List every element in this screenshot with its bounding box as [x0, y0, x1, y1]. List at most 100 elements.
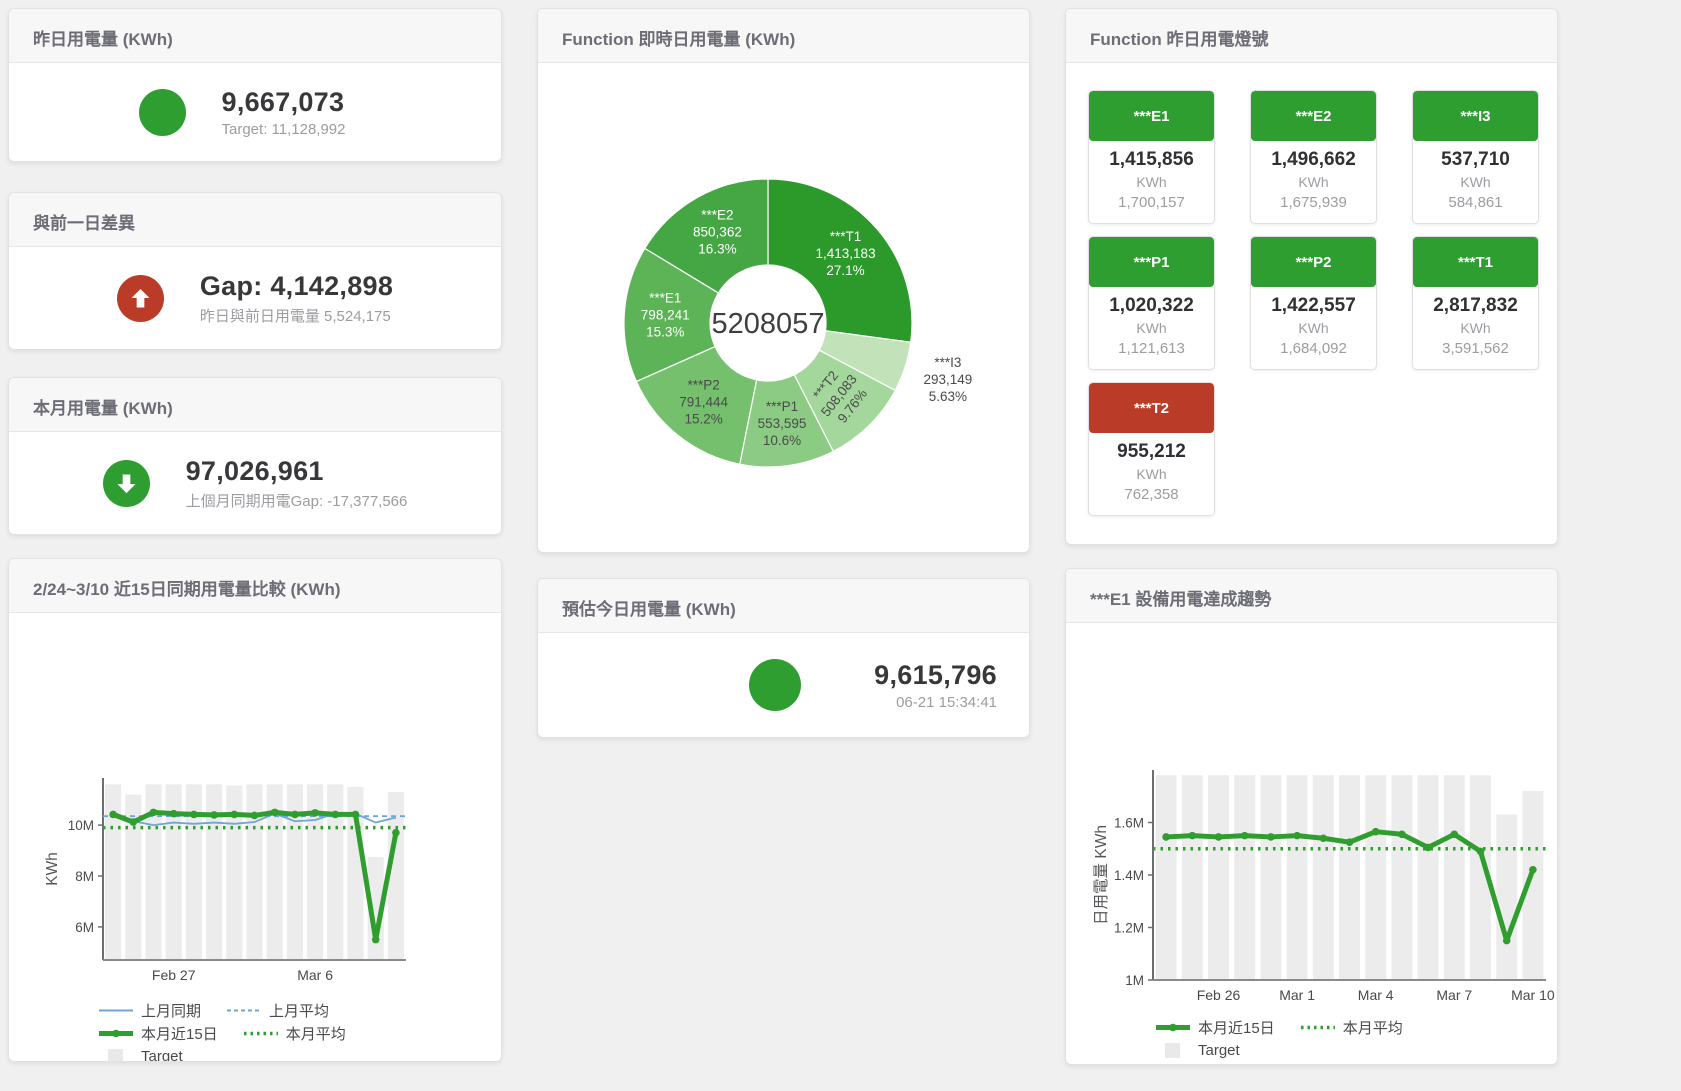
- donut-center-value: 5208057: [712, 308, 825, 340]
- data-point[interactable]: [1188, 831, 1197, 840]
- data-point[interactable]: [109, 810, 117, 819]
- down-arrow-icon: [102, 459, 150, 507]
- data-point[interactable]: [270, 808, 279, 817]
- donut-slice[interactable]: [635, 345, 758, 465]
- data-point[interactable]: [250, 811, 259, 820]
- target-bar: [1496, 814, 1518, 980]
- data-point[interactable]: [1319, 834, 1328, 843]
- tile-target: 1,684,092: [1280, 340, 1347, 357]
- data-point[interactable]: [149, 808, 158, 817]
- kpi-value: Gap: 4,142,898: [199, 270, 394, 301]
- data-point[interactable]: [129, 818, 138, 826]
- tile-target: 3,591,562: [1442, 340, 1509, 357]
- x-tick-label: Mar 1: [1279, 987, 1315, 1003]
- data-point[interactable]: [392, 828, 400, 837]
- data-point[interactable]: [1502, 936, 1511, 945]
- legend-label: 上月平均: [269, 1003, 330, 1020]
- x-tick-label: Mar 10: [1511, 987, 1555, 1003]
- legend-item[interactable]: 本月近15日: [99, 1023, 218, 1044]
- legend-item[interactable]: 本月近15日: [1156, 1017, 1275, 1038]
- kpi-timestamp: 06-21 15:34:41: [896, 693, 997, 711]
- tile-target: 762,358: [1124, 486, 1179, 503]
- light-tile-t1: ***T1 2,817,832 KWh 3,591,562: [1412, 236, 1539, 370]
- donut-slice-label: ***I3 293,149 5.63%: [924, 355, 973, 404]
- target-bar: [307, 784, 324, 960]
- y-tick-label: 10M: [68, 818, 94, 833]
- legend-item[interactable]: 上月同期: [99, 1000, 201, 1021]
- tile-value: 1,020,322: [1109, 295, 1194, 316]
- data-point[interactable]: [371, 935, 380, 944]
- data-point[interactable]: [311, 809, 319, 817]
- light-tile-t2: ***T2 955,212 KWh 762,358: [1088, 382, 1215, 516]
- trend-chart-legend: 本月近15日 本月平均 Target: [1156, 1017, 1557, 1061]
- data-point[interactable]: [190, 810, 198, 819]
- data-point[interactable]: [1267, 833, 1275, 841]
- card-title: 預估今日用電量 (KWh): [538, 579, 1029, 633]
- card-title: 2/24~3/10 近15日同期用電量比較 (KWh): [9, 559, 501, 613]
- tile-name: ***E1: [1089, 91, 1214, 141]
- data-point[interactable]: [1371, 827, 1380, 836]
- tile-unit: KWh: [1460, 320, 1491, 336]
- tile-unit: KWh: [1136, 466, 1167, 482]
- legend-swatch-box-icon: [1165, 1043, 1180, 1058]
- kpi-value: 9,667,073: [221, 86, 345, 117]
- tile-value: 2,817,832: [1433, 295, 1518, 316]
- data-point[interactable]: [1293, 831, 1301, 840]
- data-point[interactable]: [1214, 833, 1223, 841]
- data-point[interactable]: [351, 810, 360, 819]
- legend-item[interactable]: 本月平均: [1300, 1017, 1403, 1038]
- realtime-donut-chart[interactable]: ***T1 1,413,183 27.1%***I3 293,149 5.63%***T…: [538, 63, 1030, 548]
- target-bar: [367, 856, 384, 960]
- data-point[interactable]: [210, 811, 218, 819]
- data-point[interactable]: [331, 810, 340, 819]
- data-point[interactable]: [1424, 843, 1432, 852]
- target-bar: [1181, 775, 1203, 980]
- data-point[interactable]: [1450, 830, 1459, 839]
- data-point[interactable]: [291, 810, 299, 819]
- data-point[interactable]: [1345, 838, 1354, 846]
- donut-slice-label: ***P1 553,595 10.6%: [758, 399, 807, 448]
- legend-item[interactable]: Target: [99, 1046, 183, 1061]
- target-bar: [1234, 775, 1256, 980]
- data-point[interactable]: [230, 810, 239, 819]
- data-point[interactable]: [1529, 865, 1537, 874]
- card-title: ***E1 設備用電達成趨勢: [1066, 569, 1557, 623]
- data-point[interactable]: [1240, 831, 1249, 840]
- donut-slice-label: ***E1 798,241 15.3%: [641, 290, 690, 339]
- card-title: 昨日用電量 (KWh): [9, 9, 501, 63]
- tile-unit: KWh: [1136, 174, 1167, 190]
- legend-item[interactable]: 上月平均: [227, 1000, 329, 1021]
- target-bar: [246, 784, 263, 960]
- donut-slice[interactable]: [644, 178, 769, 294]
- legend-swatch-dashed-icon: [227, 1009, 262, 1012]
- target-bar: [1155, 775, 1177, 980]
- kpi-subtext: 昨日與前日用電量 5,524,175: [199, 307, 391, 325]
- card-realtime-donut: Function 即時日用電量 (KWh) ***T1 1,413,183 27.1…: [537, 8, 1030, 553]
- legend-item[interactable]: 本月平均: [243, 1023, 346, 1044]
- e1-trend-line-chart[interactable]: 1M 1.2M 1.4M 1.6M Feb 26 Mar 1 Mar 4 Mar 7 Mar 1…: [1066, 623, 1558, 1015]
- y-tick-label: 1.4M: [1114, 868, 1144, 883]
- compare-line-chart[interactable]: 6M 8M 10M Feb 27 Mar 6 KWh: [9, 613, 502, 998]
- donut-slice[interactable]: [623, 247, 720, 383]
- tile-target: 584,861: [1448, 194, 1503, 211]
- donut-slice[interactable]: [767, 178, 913, 343]
- legend-label: Target: [1198, 1042, 1240, 1059]
- legend-swatch-dotted-icon: [1300, 1025, 1335, 1030]
- data-point[interactable]: [1162, 833, 1170, 841]
- target-bar: [1339, 775, 1360, 980]
- data-point[interactable]: [169, 809, 178, 818]
- card-yesterday-usage: 昨日用電量 (KWh) 9,667,073 Target: 11,128,992: [8, 8, 502, 162]
- legend-swatch-box-icon: [108, 1049, 123, 1061]
- legend-item[interactable]: Target: [1156, 1040, 1240, 1061]
- target-bar: [125, 794, 142, 960]
- kpi-value: 9,615,796: [874, 659, 997, 690]
- data-point[interactable]: [1476, 847, 1485, 856]
- kpi-value: 97,026,961: [185, 455, 324, 486]
- tile-name: ***E2: [1251, 91, 1376, 141]
- data-point[interactable]: [1398, 830, 1406, 839]
- target-bar: [1417, 775, 1439, 980]
- card-month-usage: 本月用電量 (KWh) 97,026,961 上個月同期用電Gap: -17,3…: [8, 377, 502, 535]
- light-tile-p2: ***P2 1,422,557 KWh 1,684,092: [1250, 236, 1377, 370]
- legend-swatch-dotted-icon: [243, 1031, 278, 1036]
